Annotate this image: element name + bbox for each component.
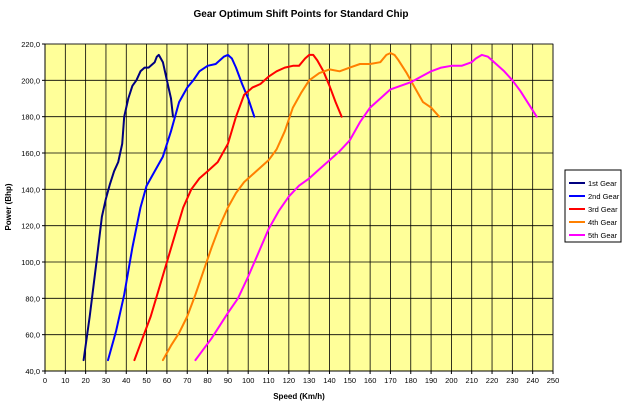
- x-tick-label: 150: [344, 376, 357, 385]
- x-tick-label: 190: [425, 376, 438, 385]
- y-tick-label: 160,0: [21, 149, 40, 158]
- x-tick-label: 240: [526, 376, 539, 385]
- series-line-gear-4: [161, 52, 441, 362]
- chart-title: Gear Optimum Shift Points for Standard C…: [193, 9, 408, 20]
- legend-label: 3rd Gear: [588, 205, 618, 214]
- x-tick-label: 160: [364, 376, 377, 385]
- y-tick-label: 180,0: [21, 113, 40, 122]
- x-tick-label: 180: [405, 376, 418, 385]
- x-tick-label: 70: [183, 376, 191, 385]
- legend: 1st Gear 2nd Gear 3rd Gear 4th Gear 5th Gear: [564, 169, 622, 243]
- x-tick-label: 40: [122, 376, 130, 385]
- x-tick-label: 110: [263, 376, 275, 385]
- y-tick-label: 40,0: [25, 367, 40, 376]
- x-tick-label: 10: [61, 376, 69, 385]
- x-tick-label: 60: [163, 376, 171, 385]
- x-tick-label: 140: [323, 376, 336, 385]
- x-tick-label: 200: [445, 376, 458, 385]
- y-tick-label: 200,0: [21, 76, 40, 85]
- x-tick-label: 20: [81, 376, 89, 385]
- y-tick-label: 80,0: [25, 294, 40, 303]
- series-line-gear-3: [133, 53, 343, 362]
- y-axis-label: Power (Bhp): [4, 183, 13, 230]
- series-line-gear-5: [194, 53, 538, 362]
- y-tick-label: 60,0: [25, 331, 40, 340]
- legend-label: 4th Gear: [588, 218, 618, 227]
- x-tick-label: 130: [303, 376, 316, 385]
- legend-label: 2nd Gear: [588, 192, 620, 201]
- grid: [45, 43, 554, 371]
- x-tick-label: 250: [547, 376, 560, 385]
- legend-label: 5th Gear: [588, 231, 618, 240]
- legend-label: 1st Gear: [588, 179, 617, 188]
- x-tick-label: 50: [142, 376, 150, 385]
- x-axis-label: Speed (Km/h): [273, 392, 325, 401]
- series-layer: [82, 52, 538, 362]
- x-tick-label: 220: [486, 376, 499, 385]
- x-tick-label: 90: [224, 376, 232, 385]
- y-tick-label: 100,0: [21, 258, 40, 267]
- x-tick-label: 30: [102, 376, 110, 385]
- x-tick-label: 230: [506, 376, 519, 385]
- series-line-gear-2: [107, 53, 256, 362]
- x-tick-label: 80: [203, 376, 211, 385]
- series-line-gear-1: [82, 53, 174, 362]
- plot-area: [44, 43, 554, 372]
- y-tick-label: 220,0: [21, 40, 40, 49]
- x-tick-label: 100: [242, 376, 255, 385]
- x-tick-label: 120: [283, 376, 296, 385]
- y-tick-label: 120,0: [21, 222, 40, 231]
- x-tick-label: 0: [43, 376, 47, 385]
- y-ticks: 40,0 60,0 80,0 100,0 120,0 140,0 160,0 180,0 200…: [21, 40, 45, 376]
- x-tick-label: 170: [384, 376, 397, 385]
- y-tick-label: 140,0: [21, 185, 40, 194]
- x-tick-label: 210: [465, 376, 478, 385]
- x-ticks: 0 10 20 30 40 50 60 70 80 90 100 110 120 130 140 150 160…: [43, 371, 559, 385]
